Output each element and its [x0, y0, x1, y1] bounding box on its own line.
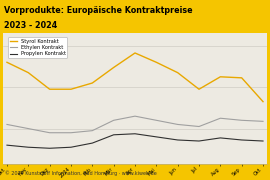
Legend: Styrol Kontrakt, Ethylen Kontrakt, Propylen Kontrakt: Styrol Kontrakt, Ethylen Kontrakt, Propy…	[8, 37, 67, 58]
Text: Vorprodukte: Europäische Kontraktpreise: Vorprodukte: Europäische Kontraktpreise	[4, 6, 193, 15]
Text: 2023 - 2024: 2023 - 2024	[4, 21, 57, 30]
Text: © 2024 Kunststoff Information, Bad Homburg · www.kiweb.de: © 2024 Kunststoff Information, Bad Hombu…	[5, 170, 157, 176]
